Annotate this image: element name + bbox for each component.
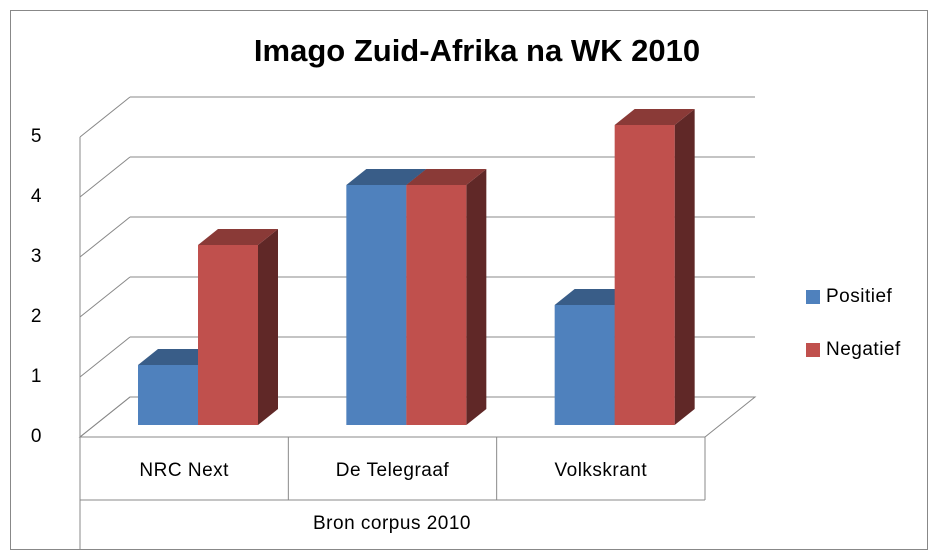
y-tick-label: 0 [31, 426, 42, 447]
grid-line [79, 276, 131, 318]
grid-line [79, 156, 131, 198]
bar-side [466, 169, 487, 425]
x-tick-label: De Telegraaf [336, 460, 450, 481]
y-tick-label: 5 [31, 126, 42, 147]
y-tick-label: 3 [31, 246, 42, 267]
bar [346, 185, 407, 425]
x-tick-label: NRC Next [139, 460, 229, 481]
legend-label: Positief [826, 286, 893, 307]
y-tick-label: 2 [31, 306, 42, 327]
y-tick-label: 1 [31, 366, 42, 387]
bar-top [346, 169, 427, 185]
chart-title: Imago Zuid-Afrika na WK 2010 [254, 33, 700, 68]
grid-line [79, 96, 131, 138]
bar-side [258, 229, 278, 425]
x-tick-label: Volkskrant [555, 460, 648, 481]
bar-side [674, 109, 695, 425]
bar-top [614, 109, 695, 125]
grid-line [79, 216, 131, 258]
bar [198, 245, 258, 425]
grid-line [79, 396, 131, 438]
bar [138, 365, 198, 425]
bar [406, 185, 467, 425]
bar-top [406, 169, 487, 185]
bar [614, 125, 675, 425]
legend-label: Negatief [826, 339, 901, 360]
grid-line [79, 336, 131, 378]
x-axis-label: Bron corpus 2010 [313, 513, 471, 534]
bar-top [198, 229, 278, 245]
y-tick-label: 4 [31, 186, 42, 207]
legend-swatch [806, 290, 820, 304]
legend-swatch [806, 343, 820, 357]
bar [554, 305, 615, 425]
